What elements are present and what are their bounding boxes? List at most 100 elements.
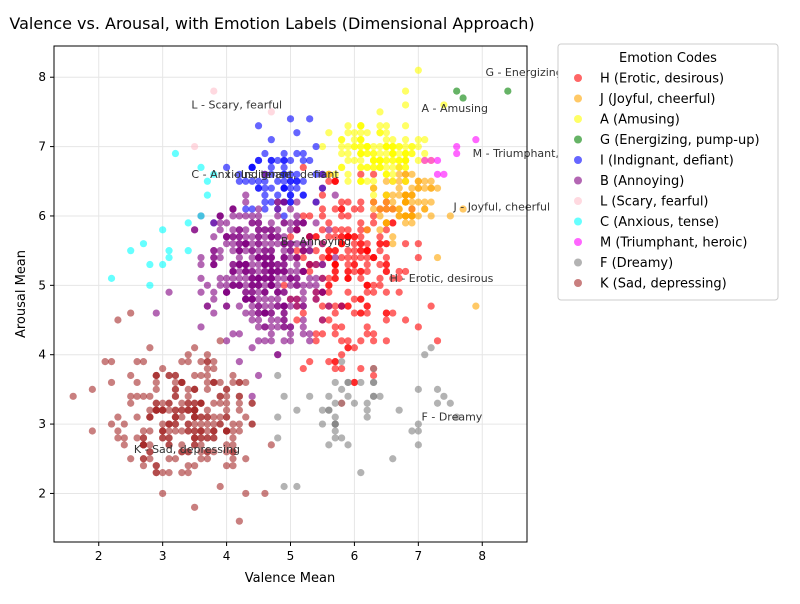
point-B — [274, 233, 282, 241]
point-H — [369, 281, 378, 289]
y-tick-label: 5 — [38, 278, 46, 292]
point-A — [421, 136, 429, 144]
point-H — [363, 302, 371, 310]
x-tick-label: 7 — [415, 549, 423, 563]
point-H — [357, 170, 365, 178]
point-I — [261, 184, 269, 192]
point-C — [165, 247, 173, 255]
point-I — [267, 156, 275, 165]
point-K — [171, 413, 180, 421]
point-B — [280, 233, 288, 241]
point-B — [274, 240, 282, 248]
point-J — [395, 205, 403, 213]
point-A — [389, 136, 397, 144]
point-H — [433, 337, 442, 345]
point-B — [306, 240, 314, 248]
point-H — [382, 226, 390, 234]
point-H — [344, 198, 352, 206]
point-B — [261, 233, 269, 241]
point-J — [433, 253, 442, 262]
point-B — [229, 274, 237, 282]
point-A — [344, 177, 352, 185]
point-I — [299, 191, 307, 199]
point-B — [267, 247, 275, 255]
point-A — [376, 129, 384, 137]
point-K — [178, 358, 186, 366]
point-I — [299, 177, 307, 185]
point-C — [107, 274, 116, 282]
point-B — [280, 198, 288, 206]
point-B — [261, 247, 269, 255]
point-B — [248, 267, 256, 276]
point-F — [427, 344, 435, 352]
point-J — [408, 205, 416, 213]
point-H — [338, 323, 346, 331]
point-K — [139, 427, 148, 435]
point-A — [401, 177, 410, 185]
point-H — [350, 267, 359, 276]
point-B — [261, 323, 269, 331]
point-K — [197, 427, 205, 435]
point-B — [261, 226, 269, 234]
point-H — [331, 247, 339, 255]
point-B — [197, 260, 205, 269]
point-B — [286, 253, 295, 262]
point-C — [159, 226, 167, 234]
point-H — [376, 240, 384, 248]
point-B — [222, 281, 231, 289]
point-K — [165, 427, 173, 435]
point-H — [306, 212, 314, 220]
point-B — [274, 198, 282, 206]
point-B — [299, 316, 307, 324]
point-H — [382, 309, 390, 317]
point-B — [235, 358, 243, 366]
point-B — [242, 240, 250, 248]
legend-entry-H: H (Erotic, desirous) — [600, 72, 724, 87]
point-B — [261, 309, 269, 317]
point-K — [191, 503, 199, 511]
point-H — [350, 260, 359, 269]
point-A — [408, 142, 416, 151]
point-K — [184, 399, 192, 407]
point-K — [229, 427, 237, 435]
point-B — [261, 260, 269, 269]
point-H — [280, 281, 288, 289]
point-F — [274, 413, 282, 421]
point-K — [171, 371, 180, 380]
point-B — [235, 330, 243, 338]
point-H — [414, 253, 422, 262]
point-H — [338, 364, 346, 373]
point-F — [293, 482, 301, 491]
point-B — [274, 267, 282, 276]
point-B — [152, 309, 160, 317]
point-A — [363, 177, 371, 185]
point-H — [350, 253, 359, 262]
point-B — [242, 212, 250, 220]
point-B — [197, 274, 205, 282]
point-A — [408, 149, 416, 158]
point-B — [254, 260, 263, 269]
point-H — [363, 240, 371, 248]
point-H — [382, 260, 390, 269]
point-K — [178, 469, 186, 477]
point-B — [248, 295, 256, 303]
point-K — [107, 420, 116, 428]
point-C — [127, 247, 135, 255]
point-C — [203, 177, 212, 185]
point-J — [408, 219, 416, 227]
point-A — [363, 163, 371, 171]
point-K — [159, 489, 167, 498]
point-F — [331, 434, 339, 442]
point-K — [152, 462, 160, 470]
point-H — [376, 247, 384, 255]
point-I — [280, 170, 288, 178]
point-K — [191, 385, 199, 393]
point-B — [222, 337, 231, 345]
point-K — [222, 392, 231, 400]
point-H — [318, 191, 327, 199]
point-H — [318, 205, 327, 213]
point-A — [414, 142, 422, 151]
point-B — [254, 316, 263, 324]
point-B — [267, 219, 275, 227]
point-A — [331, 170, 339, 178]
